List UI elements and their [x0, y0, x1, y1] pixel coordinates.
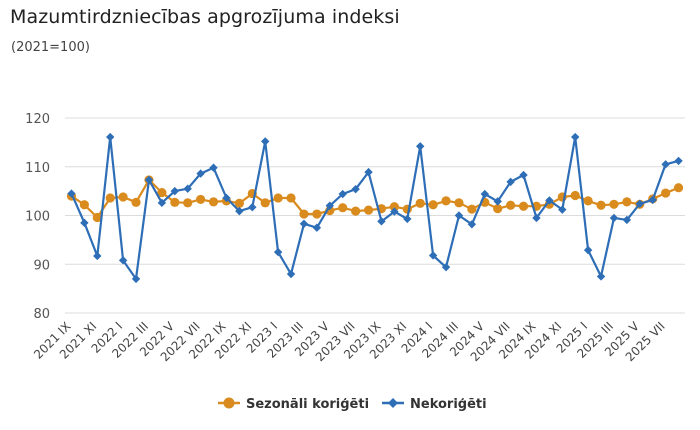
series-2-point: [106, 132, 115, 142]
series-2-point: [170, 186, 179, 196]
legend-label: Sezonāli koriģēti: [246, 397, 369, 412]
series-2-point: [248, 203, 257, 212]
series-2-point: [661, 160, 670, 169]
series-1-point: [661, 188, 671, 198]
series-2-point: [519, 170, 528, 180]
series-2-point: [596, 272, 606, 281]
series-2-point: [648, 195, 657, 205]
series-1-point: [131, 197, 141, 207]
series-2-point: [351, 184, 360, 194]
series-2-point: [286, 269, 296, 279]
chart-subtitle: (2021=100): [11, 40, 90, 55]
series-1-point: [518, 201, 529, 211]
series-1-point: [312, 209, 322, 219]
series-1-point: [196, 194, 206, 205]
series-2-point: [209, 163, 218, 172]
legend-label: Nekoriģēti: [410, 397, 487, 412]
series-line-2: [70, 135, 679, 280]
series-1-point: [454, 198, 464, 208]
series-1-point: [583, 196, 593, 206]
series-2-point: [390, 207, 399, 216]
y-tick-label: 80: [33, 307, 50, 322]
series-2-point: [261, 137, 270, 146]
series-2-point: [80, 218, 89, 228]
series-1-point: [363, 205, 374, 215]
chart-title: Mazumtirdzniecības apgrozījuma indeksi: [10, 6, 400, 28]
series-2-point: [403, 214, 412, 224]
series-2-point: [377, 217, 386, 226]
y-tick-label: 110: [25, 161, 50, 176]
series-2-point: [235, 206, 244, 216]
series-2-point: [545, 196, 554, 205]
series-1-point: [493, 204, 503, 214]
series-2-point: [467, 220, 477, 229]
series-2-point: [532, 213, 541, 223]
series-1-point: [105, 193, 115, 203]
series-1-point: [673, 183, 684, 193]
legend-marker: [223, 397, 235, 409]
series-1-point: [467, 204, 477, 214]
series-1-point: [570, 190, 580, 201]
series-2-point: [558, 205, 567, 214]
series-1-point: [506, 200, 516, 210]
series-2-point: [299, 219, 309, 228]
series-1-point: [389, 202, 399, 212]
series-2-point: [222, 193, 231, 203]
series-1-point: [415, 198, 425, 208]
series-1-point: [609, 199, 619, 209]
series-2-point: [183, 184, 192, 193]
series-2-point: [428, 251, 438, 260]
series-2-point: [157, 198, 167, 208]
series-1-point: [351, 206, 361, 216]
series-2-point: [338, 189, 347, 199]
series-1-point: [428, 200, 438, 210]
series-1-point: [596, 200, 606, 210]
series-1-point: [208, 197, 219, 207]
series-1-point: [118, 192, 128, 202]
series-2-point: [506, 177, 515, 187]
series-1-point: [157, 187, 167, 198]
series-2-point: [144, 175, 154, 185]
series-1-point: [622, 197, 632, 207]
series-2-point: [196, 169, 205, 178]
series-1-point: [170, 197, 180, 207]
series-1-point: [79, 200, 89, 210]
series-2-point: [312, 223, 322, 232]
series-2-point: [131, 274, 141, 284]
series-2-point: [93, 251, 102, 261]
series-2-point: [416, 142, 425, 151]
y-tick-label: 120: [25, 112, 50, 127]
series-2-point: [635, 199, 644, 208]
series-1-point: [92, 212, 102, 223]
y-tick-label: 90: [33, 258, 50, 273]
series-2-point: [583, 245, 593, 255]
y-tick-label: 100: [25, 210, 50, 225]
series-1-point: [441, 196, 451, 206]
series-2-point: [118, 256, 128, 265]
series-2-point: [493, 197, 502, 206]
series-1-point: [286, 193, 296, 203]
series-2-point: [454, 211, 464, 220]
series-2-point: [441, 262, 451, 272]
legend-marker: [388, 398, 398, 408]
series-1-point: [273, 193, 283, 203]
series-2-point: [325, 201, 334, 210]
series-2-point: [674, 156, 683, 166]
series-1-point: [260, 198, 270, 208]
series-1-point: [234, 198, 244, 208]
series-1-point: [299, 209, 309, 219]
series-2-point: [480, 189, 489, 199]
series-2-point: [609, 213, 619, 223]
series-2-point: [364, 167, 373, 177]
series-2-point: [622, 215, 632, 225]
series-1-point: [183, 198, 193, 208]
series-2-point: [571, 132, 580, 142]
series-1-point: [338, 203, 348, 213]
series-2-point: [67, 189, 76, 198]
series-2-point: [273, 247, 283, 257]
